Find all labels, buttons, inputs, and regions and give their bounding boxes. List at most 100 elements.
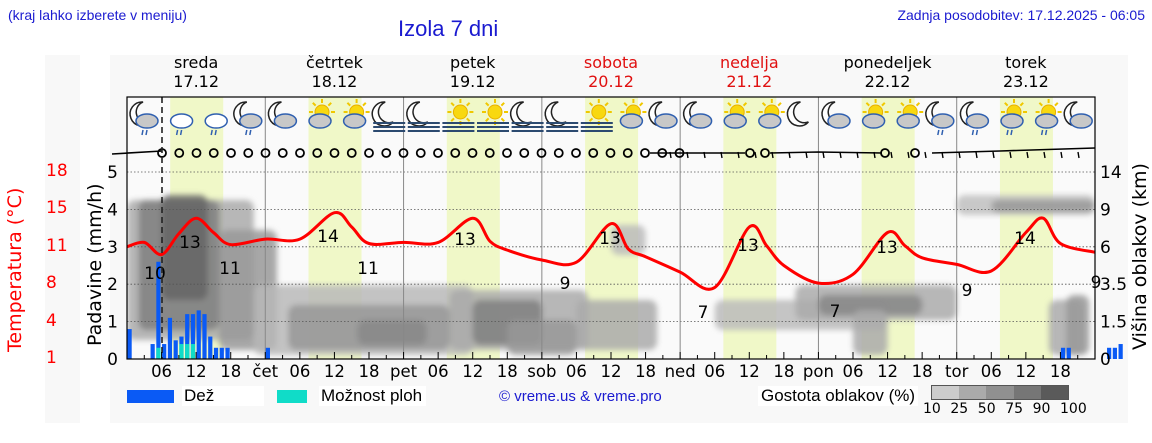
last-update: Zadnja posodobitev: 17.12.2025 - 06:05 bbox=[897, 7, 1145, 23]
temp-annotation: 11 bbox=[357, 259, 379, 279]
temp-annotation: 13 bbox=[876, 238, 898, 258]
x-tick-label: 12 bbox=[462, 362, 483, 381]
x-tick-label: 18 bbox=[912, 362, 933, 381]
density-swatch-90 bbox=[1040, 386, 1069, 399]
moon-fog-icon bbox=[406, 101, 440, 132]
day-date: 20.12 bbox=[588, 72, 634, 91]
temp-annotation: 9 bbox=[560, 274, 571, 294]
temp-annotation: 9 bbox=[962, 281, 973, 301]
calm-wind-icon bbox=[640, 148, 650, 158]
cloud-density-field bbox=[127, 195, 1095, 355]
page-title: Izola 7 dni bbox=[398, 16, 499, 41]
moon-cloud-icon bbox=[648, 101, 678, 129]
temp-annotation: 10 bbox=[144, 264, 166, 284]
sun-cloud-icon bbox=[896, 99, 924, 129]
temp-annotation: 14 bbox=[317, 227, 339, 247]
density-step-label: 100 bbox=[1060, 401, 1087, 417]
temp-tick: 1 bbox=[46, 348, 57, 368]
moon-rain-icon bbox=[129, 101, 159, 136]
x-tick-label: 18 bbox=[359, 362, 380, 381]
moon-rain-icon bbox=[233, 101, 263, 136]
x-tick-label: 12 bbox=[739, 362, 760, 381]
calm-wind-icon bbox=[191, 148, 202, 158]
x-tick-label: 18 bbox=[497, 362, 518, 381]
moon-cloud-icon bbox=[267, 101, 298, 129]
sun-fog-icon bbox=[580, 99, 613, 132]
svg-text:3: 3 bbox=[107, 238, 118, 258]
x-tick-label: pet bbox=[390, 362, 418, 381]
x-tick-label: 06 bbox=[566, 362, 587, 381]
density-step-label: 10 bbox=[923, 401, 941, 417]
sun-cloud-icon bbox=[758, 99, 785, 129]
temp-annotations: 10 13 11 14 11 13 9 13 7 13 7 13 9 14 9 bbox=[144, 227, 1101, 323]
x-tick-label: 18 bbox=[773, 362, 794, 381]
day-date: 23.12 bbox=[1002, 72, 1049, 91]
x-tick-label: 18 bbox=[1050, 362, 1071, 381]
calm-wind-icon bbox=[295, 148, 305, 158]
cloud-rain-icon bbox=[169, 113, 194, 136]
temp-tick: 15 bbox=[46, 198, 68, 219]
day-header: sreda 17.12 bbox=[136, 53, 256, 91]
svg-text:3.5: 3.5 bbox=[1100, 275, 1127, 295]
weather-icons bbox=[129, 99, 1093, 136]
calm-wind-icon bbox=[588, 148, 599, 158]
temp-annotation: 13 bbox=[454, 230, 476, 250]
legend-showers: Možnost ploh bbox=[277, 386, 427, 406]
cloud-rain-icon bbox=[204, 113, 228, 136]
moon-fog-icon bbox=[544, 101, 579, 132]
x-tick-label: 06 bbox=[428, 362, 449, 381]
temp-axis-panel bbox=[45, 55, 80, 423]
temp-annotation: 13 bbox=[599, 229, 621, 249]
precip-axis: 0 1 2 3 4 5 bbox=[107, 163, 118, 370]
calm-wind-icon bbox=[226, 148, 236, 158]
calm-wind-icon bbox=[243, 148, 254, 158]
day-date: 18.12 bbox=[311, 72, 358, 91]
calm-wind-icon bbox=[346, 148, 357, 158]
density-step-label: 50 bbox=[977, 401, 996, 417]
temp-annotation: 11 bbox=[219, 259, 241, 279]
wind-barb bbox=[650, 147, 1096, 154]
svg-text:14: 14 bbox=[1100, 163, 1122, 183]
calm-wind-icon bbox=[519, 148, 530, 158]
day-name: sreda bbox=[173, 53, 219, 72]
sun-cloud-icon bbox=[861, 99, 889, 129]
day-name: nedelja bbox=[719, 53, 779, 72]
temp-tick: 8 bbox=[46, 273, 57, 294]
day-header: nedelja 21.12 bbox=[689, 53, 809, 91]
day-name: četrtek bbox=[305, 53, 363, 72]
moon-fog-icon bbox=[371, 101, 406, 132]
calm-wind-icon bbox=[208, 148, 219, 158]
rain-swatch bbox=[127, 389, 174, 403]
svg-text:4: 4 bbox=[107, 200, 118, 220]
day-date: 17.12 bbox=[173, 72, 220, 91]
calm-wind-icon bbox=[433, 148, 443, 158]
x-tick-label: sob bbox=[527, 362, 556, 381]
calm-wind-icon bbox=[277, 148, 288, 158]
calm-wind-icon bbox=[260, 148, 271, 158]
density-swatch-50 bbox=[986, 386, 1014, 399]
grid-lines bbox=[127, 97, 1095, 359]
sun-cloud-icon bbox=[619, 99, 647, 129]
calm-wind-icon bbox=[502, 148, 512, 158]
svg-text:2: 2 bbox=[107, 275, 118, 295]
moon-rain-icon bbox=[959, 101, 990, 136]
moon-cloud-icon bbox=[1063, 101, 1093, 129]
moon-cloud-icon bbox=[821, 101, 851, 129]
svg-text:0: 0 bbox=[107, 350, 118, 370]
calm-wind-icon bbox=[415, 148, 426, 158]
calm-wind-icon bbox=[312, 148, 323, 158]
moon-cloud-icon bbox=[682, 101, 713, 129]
density-step-label: 25 bbox=[950, 401, 969, 417]
density-swatch-25 bbox=[959, 386, 987, 399]
svg-text:9: 9 bbox=[1100, 200, 1111, 220]
temperature-line bbox=[126, 211, 1096, 291]
svg-text:0: 0 bbox=[1100, 350, 1111, 370]
copyright-link[interactable]: © vreme.us & vreme.pro bbox=[499, 388, 662, 405]
x-tick-label: tor bbox=[945, 362, 969, 381]
day-header: ponedeljek 22.12 bbox=[828, 53, 948, 91]
sun-fog-icon bbox=[477, 99, 509, 132]
calm-wind-icon bbox=[910, 148, 920, 158]
x-tick-label: 12 bbox=[186, 362, 207, 381]
moon-rain-icon bbox=[925, 101, 955, 136]
day-name: sobota bbox=[583, 53, 639, 72]
